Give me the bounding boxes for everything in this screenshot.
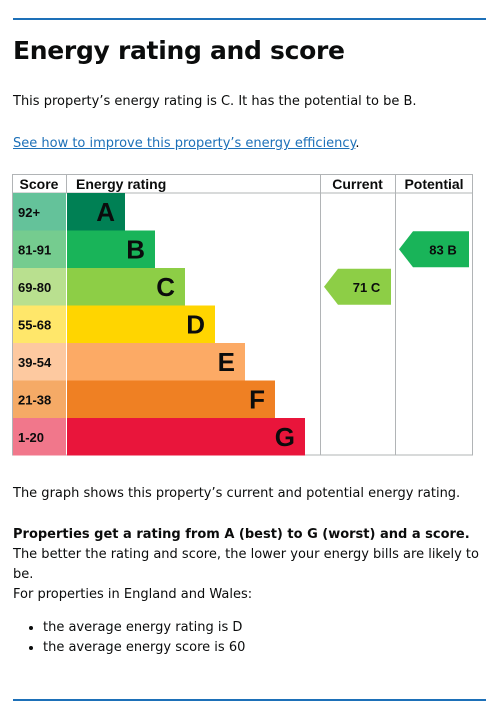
bottom-divider xyxy=(13,699,486,701)
score-cell-f xyxy=(13,380,66,418)
band-bar-c xyxy=(67,268,185,306)
header-potential: Potential xyxy=(404,176,463,192)
improve-link-line: See how to improve this property’s energ… xyxy=(13,134,360,154)
band-bar-e xyxy=(67,343,245,381)
band-bar-f xyxy=(67,380,275,418)
score-label-c: 69-80 xyxy=(18,280,51,295)
band-letter-d: D xyxy=(186,309,205,339)
list-item: the average energy rating is D xyxy=(43,618,245,638)
band-bar-g xyxy=(67,418,305,456)
region-note: For properties in England and Wales: xyxy=(13,587,253,602)
rating-explainer-bold: Properties get a rating from A (best) to… xyxy=(13,527,470,542)
header-energy-rating: Energy rating xyxy=(76,176,166,192)
current-rating-label: 71 C xyxy=(353,280,381,295)
score-cell-a xyxy=(13,193,66,231)
score-label-f: 21-38 xyxy=(18,392,51,407)
band-letter-f: F xyxy=(249,384,265,414)
band-letter-c: C xyxy=(156,272,175,302)
score-label-d: 55-68 xyxy=(18,317,51,332)
graph-note: The graph shows this property’s current … xyxy=(13,486,461,501)
improve-efficiency-link[interactable]: See how to improve this property’s energ… xyxy=(13,136,356,151)
band-letter-a: A xyxy=(96,197,115,227)
averages-list: the average energy rating is D the avera… xyxy=(13,618,245,658)
page-title: Energy rating and score xyxy=(13,36,345,65)
score-label-b: 81-91 xyxy=(18,242,51,257)
score-cell-c xyxy=(13,268,66,306)
rating-explainer-rest: The better the rating and score, the low… xyxy=(13,547,479,582)
rating-explainer: Properties get a rating from A (best) to… xyxy=(13,525,483,585)
score-cell-d xyxy=(13,305,66,343)
energy-rating-chart: Score Energy rating Current Potential 92+ A 81… xyxy=(12,174,473,456)
top-divider xyxy=(13,18,486,20)
score-cell-b xyxy=(13,230,66,268)
band-bar-d xyxy=(67,305,215,343)
band-letter-g: G xyxy=(275,422,295,452)
rating-summary: This property’s energy rating is C. It h… xyxy=(13,94,417,109)
score-cell-g xyxy=(13,418,66,456)
score-cell-e xyxy=(13,343,66,381)
header-current: Current xyxy=(332,176,383,192)
link-suffix: . xyxy=(355,136,360,151)
score-label-g: 1-20 xyxy=(18,430,44,445)
score-label-a: 92+ xyxy=(18,205,40,220)
band-letter-b: B xyxy=(126,234,145,264)
potential-rating-label: 83 B xyxy=(429,242,456,257)
band-letter-e: E xyxy=(218,347,235,377)
header-score: Score xyxy=(20,176,59,192)
band-bar-a xyxy=(67,193,125,231)
band-bar-b xyxy=(67,230,155,268)
current-rating-arrow xyxy=(324,268,391,305)
score-label-e: 39-54 xyxy=(18,355,52,370)
potential-rating-arrow xyxy=(399,231,469,268)
list-item: the average energy score is 60 xyxy=(43,638,245,658)
